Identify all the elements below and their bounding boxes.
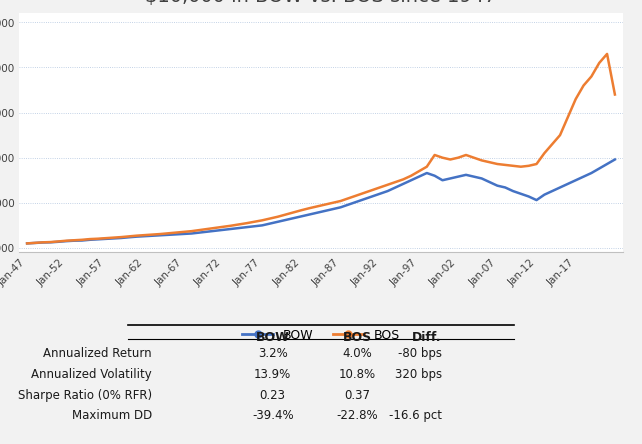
Text: BOW: BOW	[256, 331, 290, 344]
Text: Annualized Volatility: Annualized Volatility	[31, 368, 152, 381]
Title: $10,000 in BOW vs. BOS since 1947: $10,000 in BOW vs. BOS since 1947	[145, 0, 497, 6]
Text: Annualized Return: Annualized Return	[44, 347, 152, 361]
Text: -22.8%: -22.8%	[336, 409, 378, 422]
Text: -80 bps: -80 bps	[397, 347, 442, 361]
Text: 13.9%: 13.9%	[254, 368, 291, 381]
Text: -16.6 pct: -16.6 pct	[388, 409, 442, 422]
Text: Sharpe Ratio (0% RFR): Sharpe Ratio (0% RFR)	[18, 388, 152, 402]
Text: -39.4%: -39.4%	[252, 409, 293, 422]
Legend: BOW, BOS: BOW, BOS	[237, 324, 405, 347]
Text: Maximum DD: Maximum DD	[72, 409, 152, 422]
Text: 10.8%: 10.8%	[338, 368, 376, 381]
Text: Diff.: Diff.	[412, 331, 442, 344]
Text: 0.37: 0.37	[344, 388, 370, 402]
Text: BOS: BOS	[343, 331, 372, 344]
Text: 320 bps: 320 bps	[395, 368, 442, 381]
Text: 3.2%: 3.2%	[258, 347, 288, 361]
Text: 4.0%: 4.0%	[342, 347, 372, 361]
Text: 0.23: 0.23	[260, 388, 286, 402]
